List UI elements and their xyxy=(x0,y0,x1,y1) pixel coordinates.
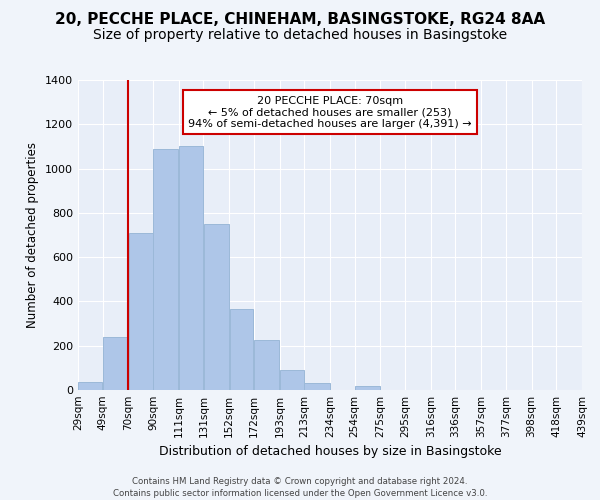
Text: 20 PECCHE PLACE: 70sqm
← 5% of detached houses are smaller (253)
94% of semi-det: 20 PECCHE PLACE: 70sqm ← 5% of detached … xyxy=(188,96,472,128)
Bar xyxy=(129,233,152,390)
Text: 20, PECCHE PLACE, CHINEHAM, BASINGSTOKE, RG24 8AA: 20, PECCHE PLACE, CHINEHAM, BASINGSTOKE,… xyxy=(55,12,545,28)
Bar xyxy=(179,146,203,390)
Bar xyxy=(103,337,128,390)
Text: Contains HM Land Registry data © Crown copyright and database right 2024.
Contai: Contains HM Land Registry data © Crown c… xyxy=(113,476,487,498)
Text: Size of property relative to detached houses in Basingstoke: Size of property relative to detached ho… xyxy=(93,28,507,42)
Bar xyxy=(153,148,178,390)
Bar xyxy=(203,224,229,390)
Bar xyxy=(254,340,279,390)
X-axis label: Distribution of detached houses by size in Basingstoke: Distribution of detached houses by size … xyxy=(158,446,502,458)
Bar xyxy=(230,309,253,390)
Bar xyxy=(280,370,304,390)
Y-axis label: Number of detached properties: Number of detached properties xyxy=(26,142,40,328)
Bar xyxy=(304,384,329,390)
Bar xyxy=(355,386,380,390)
Bar xyxy=(79,382,102,390)
